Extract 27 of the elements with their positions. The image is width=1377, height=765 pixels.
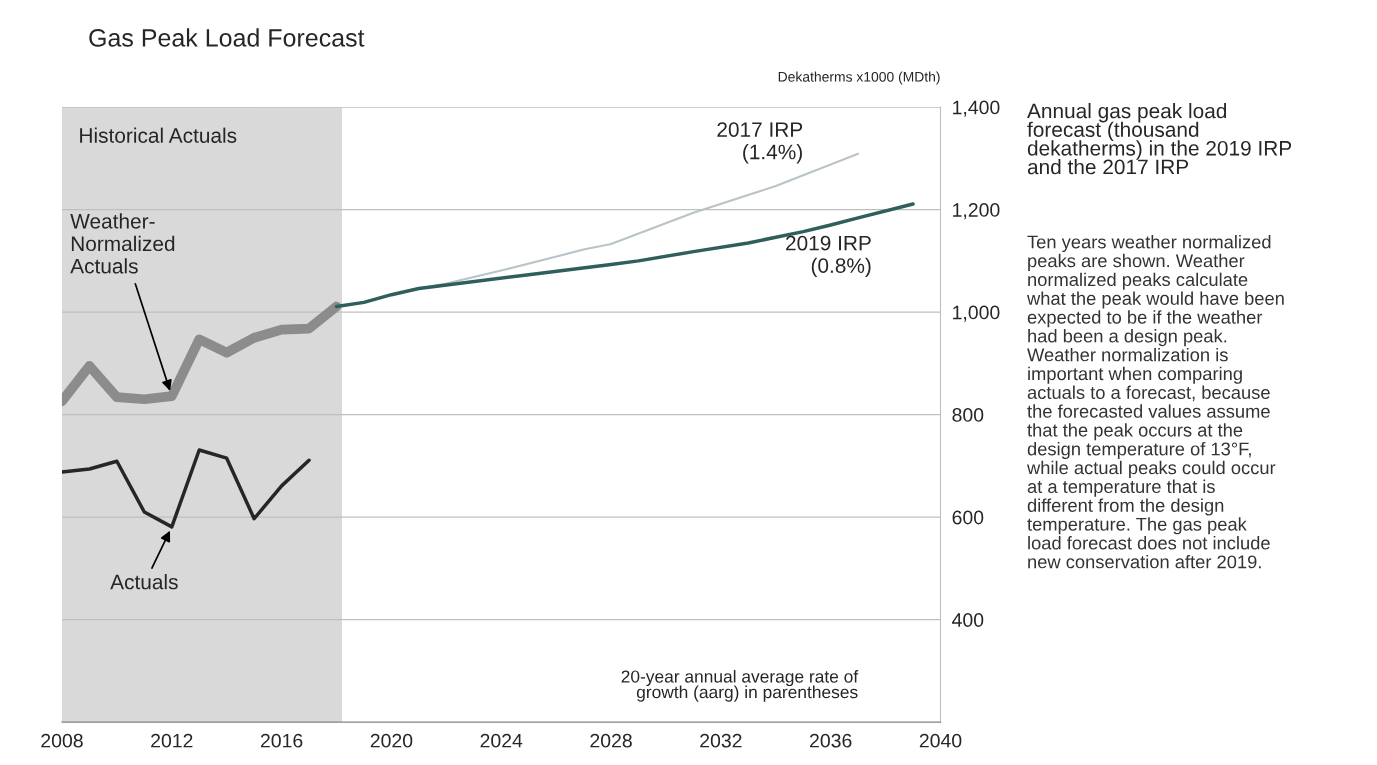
x-tick-label: 2040 xyxy=(919,733,962,748)
series-label: 2017 IRP (1.4%) xyxy=(717,122,803,164)
x-tick-label: 2020 xyxy=(370,733,413,748)
annotation: 20-year annual average rate of growth (aarg) in parentheses xyxy=(621,669,859,702)
x-tick-label: 2016 xyxy=(260,733,303,748)
y-axis-title: Dekatherms x1000 (MDth) xyxy=(778,71,940,85)
y-tick-label: 800 xyxy=(952,408,984,422)
x-tick-label: 2028 xyxy=(590,733,632,748)
series-label: 2019 IRP (0.8%) xyxy=(786,235,871,278)
chart-title: Gas Peak Load Forecast xyxy=(89,28,365,47)
text: Annual gas peak load forecast (thousand dekatherms) in the 2019 IRP and the 2017 IRP xyxy=(1027,103,1292,175)
band-label: Historical Actuals xyxy=(80,127,237,143)
x-tick-label: 2008 xyxy=(41,733,83,748)
y-tick-label: 400 xyxy=(952,613,984,627)
y-tick-label: 1,000 xyxy=(953,305,1000,322)
x-tick-label: 2024 xyxy=(480,733,523,748)
y-tick-label: 1,200 xyxy=(953,203,1000,220)
x-tick-label: 2012 xyxy=(151,733,193,748)
x-tick-label: 2036 xyxy=(810,733,852,748)
y-tick-label: 600 xyxy=(952,510,984,525)
annotation: Weather- Normalized Actuals xyxy=(70,213,175,274)
text: Ten years weather normalized peaks are shown. Weather normalized peaks calculate what the peak would have been expected to be if the weather had been a design peak. Weather normalization is important when comparing actuals to a forecast, because the forecasted values assume that the peak occurs at the design temperature of 13°F, while actual peaks could occur at a temperature that is different from the design temperature. The gas peak load forecast does not include new conservation after 2019. xyxy=(1026,235,1284,569)
annotation: Actuals xyxy=(110,574,178,590)
line-series xyxy=(61,448,311,529)
y-tick-label: 1,400 xyxy=(953,100,1000,117)
line-series xyxy=(334,202,915,309)
x-tick-label: 2032 xyxy=(700,733,742,748)
